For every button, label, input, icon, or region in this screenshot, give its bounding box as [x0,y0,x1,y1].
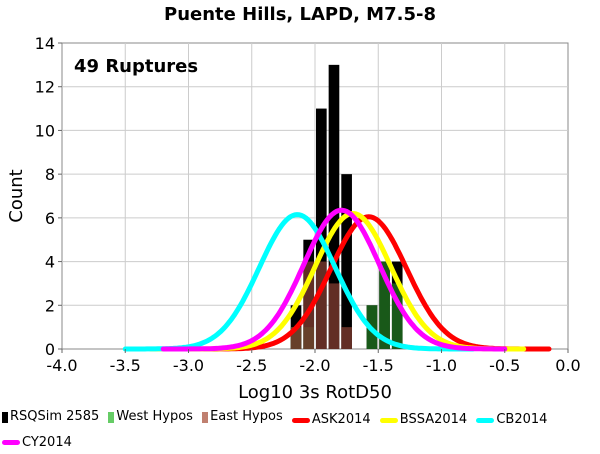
y-axis-label: Count [6,169,27,222]
y-tick-label: 10 [35,121,55,140]
legend-item-bssa2014: BSSA2014 [380,409,467,431]
legend-label: ASK2014 [312,409,371,431]
x-axis-label: Log10 3s RotD50 [238,382,392,403]
legend-item-ask2014: ASK2014 [292,409,371,431]
y-tick-label: 0 [45,340,55,359]
legend-swatch [202,412,208,423]
histogram-bar [341,174,352,349]
legend-swatch [380,418,398,423]
legend-label: East Hypos [210,406,283,428]
histogram-bar [341,327,352,349]
y-tick-label: 4 [45,253,55,272]
y-tick-label: 12 [35,78,55,97]
legend-label: RSQSim 2585 [10,406,99,428]
legend-label: CB2014 [496,409,547,431]
legend-swatch [476,418,494,423]
legend-label: West Hypos [116,406,193,428]
y-tick-label: 6 [45,209,55,228]
legend-item-east-hypos: East Hypos [202,406,283,428]
x-tick-label: -0.5 [489,356,520,375]
y-tick-label: 14 [35,34,55,53]
legend-swatch [2,440,20,445]
x-tick-label: -2.0 [299,356,330,375]
histogram-bar [316,262,327,349]
x-tick-label: -1.0 [426,356,457,375]
y-tick-label: 8 [45,165,55,184]
x-tick-label: -2.5 [236,356,267,375]
chart-title: Puente Hills, LAPD, M7.5-8 [164,4,436,25]
histogram-bar [329,283,340,349]
chart: Puente Hills, LAPD, M7.5-8 -4.0 -3.5 -3.0-… [0,0,600,405]
x-tick-label: -3.0 [173,356,204,375]
y-axis-ticks: 0 2 4 6 8 10 12 14 [35,34,62,359]
legend-item-west-hypos: West Hypos [108,406,193,428]
legend-item-cy2014: CY2014 [2,432,72,454]
x-tick-label: 0.0 [555,356,580,375]
x-axis-ticks: -4.0 -3.5 -3.0 -2.5 -2.0 -1.5 -1.0 -0.5 0.0 [46,349,580,375]
legend: RSQSim 2585 West Hypos East Hypos ASK201… [2,406,598,454]
legend-label: CY2014 [22,432,72,454]
legend-swatch [108,412,114,423]
rupture-count-annotation: 49 Ruptures [74,56,198,77]
legend-swatch [2,412,8,423]
x-tick-label: -3.5 [110,356,141,375]
legend-item-rsqsim: RSQSim 2585 [2,406,99,428]
x-tick-label: -1.5 [363,356,394,375]
y-tick-label: 2 [45,296,55,315]
legend-label: BSSA2014 [400,409,467,431]
legend-swatch [292,418,310,423]
legend-item-cb2014: CB2014 [476,409,547,431]
